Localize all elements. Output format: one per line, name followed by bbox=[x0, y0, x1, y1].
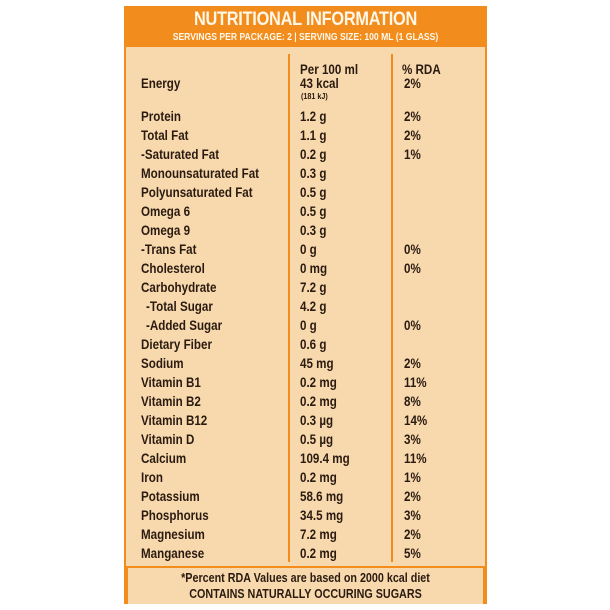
nutrient-rda: 11% bbox=[404, 451, 427, 466]
nutrient-rda: 14% bbox=[404, 413, 428, 428]
nutrient-rda: 2% bbox=[404, 128, 421, 143]
nutrition-title: NUTRITIONAL INFORMATION bbox=[193, 9, 418, 30]
nutrient-name: Total Fat bbox=[141, 128, 189, 143]
rda-footnote: *Percent RDA Values are based on 2000 kc… bbox=[181, 571, 430, 585]
nutrient-rda: 1% bbox=[404, 470, 421, 485]
right-border bbox=[485, 47, 487, 566]
nutrient-name: -Trans Fat bbox=[141, 242, 197, 257]
nutrient-name: Vitamin B2 bbox=[141, 394, 201, 409]
nutrient-per-100ml: 43 kcal bbox=[300, 76, 339, 91]
nutrient-rda: 0% bbox=[404, 242, 421, 257]
column-header-rda: % RDA bbox=[402, 62, 441, 77]
nutrient-name: Iron bbox=[141, 470, 163, 485]
nutrient-name: Energy bbox=[141, 76, 181, 91]
left-border bbox=[124, 47, 126, 566]
nutrient-rda: 2% bbox=[404, 356, 421, 371]
nutrient-per-100ml: 0.5 g bbox=[300, 185, 327, 200]
nutrient-per-100ml: 4.2 g bbox=[300, 299, 327, 314]
nutrient-per-100ml: 58.6 mg bbox=[300, 489, 344, 504]
nutrient-name: Omega 9 bbox=[141, 223, 191, 238]
nutrient-per-100ml: 0.3 µg bbox=[300, 413, 334, 428]
nutrient-per-100ml: 0 mg bbox=[300, 261, 328, 276]
nutrient-per-100ml: 0 g bbox=[300, 318, 317, 333]
nutrient-name: Monounsaturated Fat bbox=[141, 166, 260, 181]
nutrient-name: Cholesterol bbox=[141, 261, 205, 276]
nutrient-name: Polyunsaturated Fat bbox=[141, 185, 253, 200]
nutrient-name: Phosphorus bbox=[141, 508, 209, 523]
nutrient-name: -Total Sugar bbox=[146, 299, 213, 314]
nutrient-rda: 3% bbox=[404, 508, 421, 523]
nutrient-per-100ml: 45 mg bbox=[300, 356, 334, 371]
energy-kj: (181 kJ) bbox=[301, 92, 328, 101]
nutrient-name: Omega 6 bbox=[141, 204, 191, 219]
nutrient-rda: 0% bbox=[404, 261, 421, 276]
nutrient-name: Sodium bbox=[141, 356, 184, 371]
nutrient-name: Carbohydrate bbox=[141, 280, 217, 295]
nutrient-name: Potassium bbox=[141, 489, 200, 504]
nutrient-per-100ml: 0.3 g bbox=[300, 166, 327, 181]
nutrient-per-100ml: 0.5 µg bbox=[300, 432, 334, 447]
nutrient-rda: 11% bbox=[404, 375, 427, 390]
nutrient-per-100ml: 1.1 g bbox=[300, 128, 327, 143]
nutrient-per-100ml: 0.2 mg bbox=[300, 546, 337, 561]
serving-info: SERVINGS PER PACKAGE: 2 | SERVING SIZE: … bbox=[172, 32, 439, 43]
nutrient-rda: 3% bbox=[404, 432, 421, 447]
nutrition-footer: *Percent RDA Values are based on 2000 kc… bbox=[124, 566, 487, 604]
nutrient-rda: 2% bbox=[404, 527, 421, 542]
nutrient-name: Dietary Fiber bbox=[141, 337, 212, 352]
nutrient-per-100ml: 0.2 mg bbox=[300, 394, 337, 409]
nutrition-header: NUTRITIONAL INFORMATION SERVINGS PER PAC… bbox=[124, 6, 487, 47]
nutrient-rda: 8% bbox=[404, 394, 421, 409]
nutrient-per-100ml: 0.5 g bbox=[300, 204, 327, 219]
nutrient-rda: 5% bbox=[404, 546, 421, 561]
nutrient-name: Magnesium bbox=[141, 527, 205, 542]
nutrient-name: -Saturated Fat bbox=[141, 147, 220, 162]
nutrient-per-100ml: 7.2 mg bbox=[300, 527, 337, 542]
nutrient-per-100ml: 109.4 mg bbox=[300, 451, 350, 466]
nutrient-per-100ml: 0.3 g bbox=[300, 223, 327, 238]
nutrient-per-100ml: 7.2 g bbox=[300, 280, 327, 295]
nutrient-name: -Added Sugar bbox=[146, 318, 223, 333]
nutrition-panel: NUTRITIONAL INFORMATION SERVINGS PER PAC… bbox=[124, 6, 487, 604]
column-divider-rda bbox=[391, 54, 393, 562]
nutrient-rda: 1% bbox=[404, 147, 421, 162]
nutrient-name: Vitamin B12 bbox=[141, 413, 208, 428]
nutrient-rda: 2% bbox=[404, 489, 421, 504]
column-divider-per bbox=[288, 54, 290, 562]
nutrient-per-100ml: 0.2 mg bbox=[300, 470, 337, 485]
nutrient-per-100ml: 1.2 g bbox=[300, 109, 327, 124]
nutrient-per-100ml: 0 g bbox=[300, 242, 317, 257]
nutrient-name: Vitamin D bbox=[141, 432, 195, 447]
footer-box: *Percent RDA Values are based on 2000 kc… bbox=[128, 568, 483, 604]
nutrient-per-100ml: 0.2 g bbox=[300, 147, 327, 162]
sugar-claim: CONTAINS NATURALLY OCCURING SUGARS bbox=[189, 587, 422, 601]
nutrient-name: Manganese bbox=[141, 546, 205, 561]
nutrient-per-100ml: 0.6 g bbox=[300, 337, 327, 352]
nutrient-rda: 2% bbox=[404, 76, 421, 91]
nutrient-name: Protein bbox=[141, 109, 182, 124]
nutrient-name: Vitamin B1 bbox=[141, 375, 201, 390]
nutrient-name: Calcium bbox=[141, 451, 187, 466]
nutrient-per-100ml: 0.2 mg bbox=[300, 375, 337, 390]
column-header-per: Per 100 ml bbox=[300, 62, 359, 77]
nutrient-rda: 2% bbox=[404, 109, 421, 124]
nutrient-rda: 0% bbox=[404, 318, 421, 333]
nutrient-per-100ml: 34.5 mg bbox=[300, 508, 344, 523]
